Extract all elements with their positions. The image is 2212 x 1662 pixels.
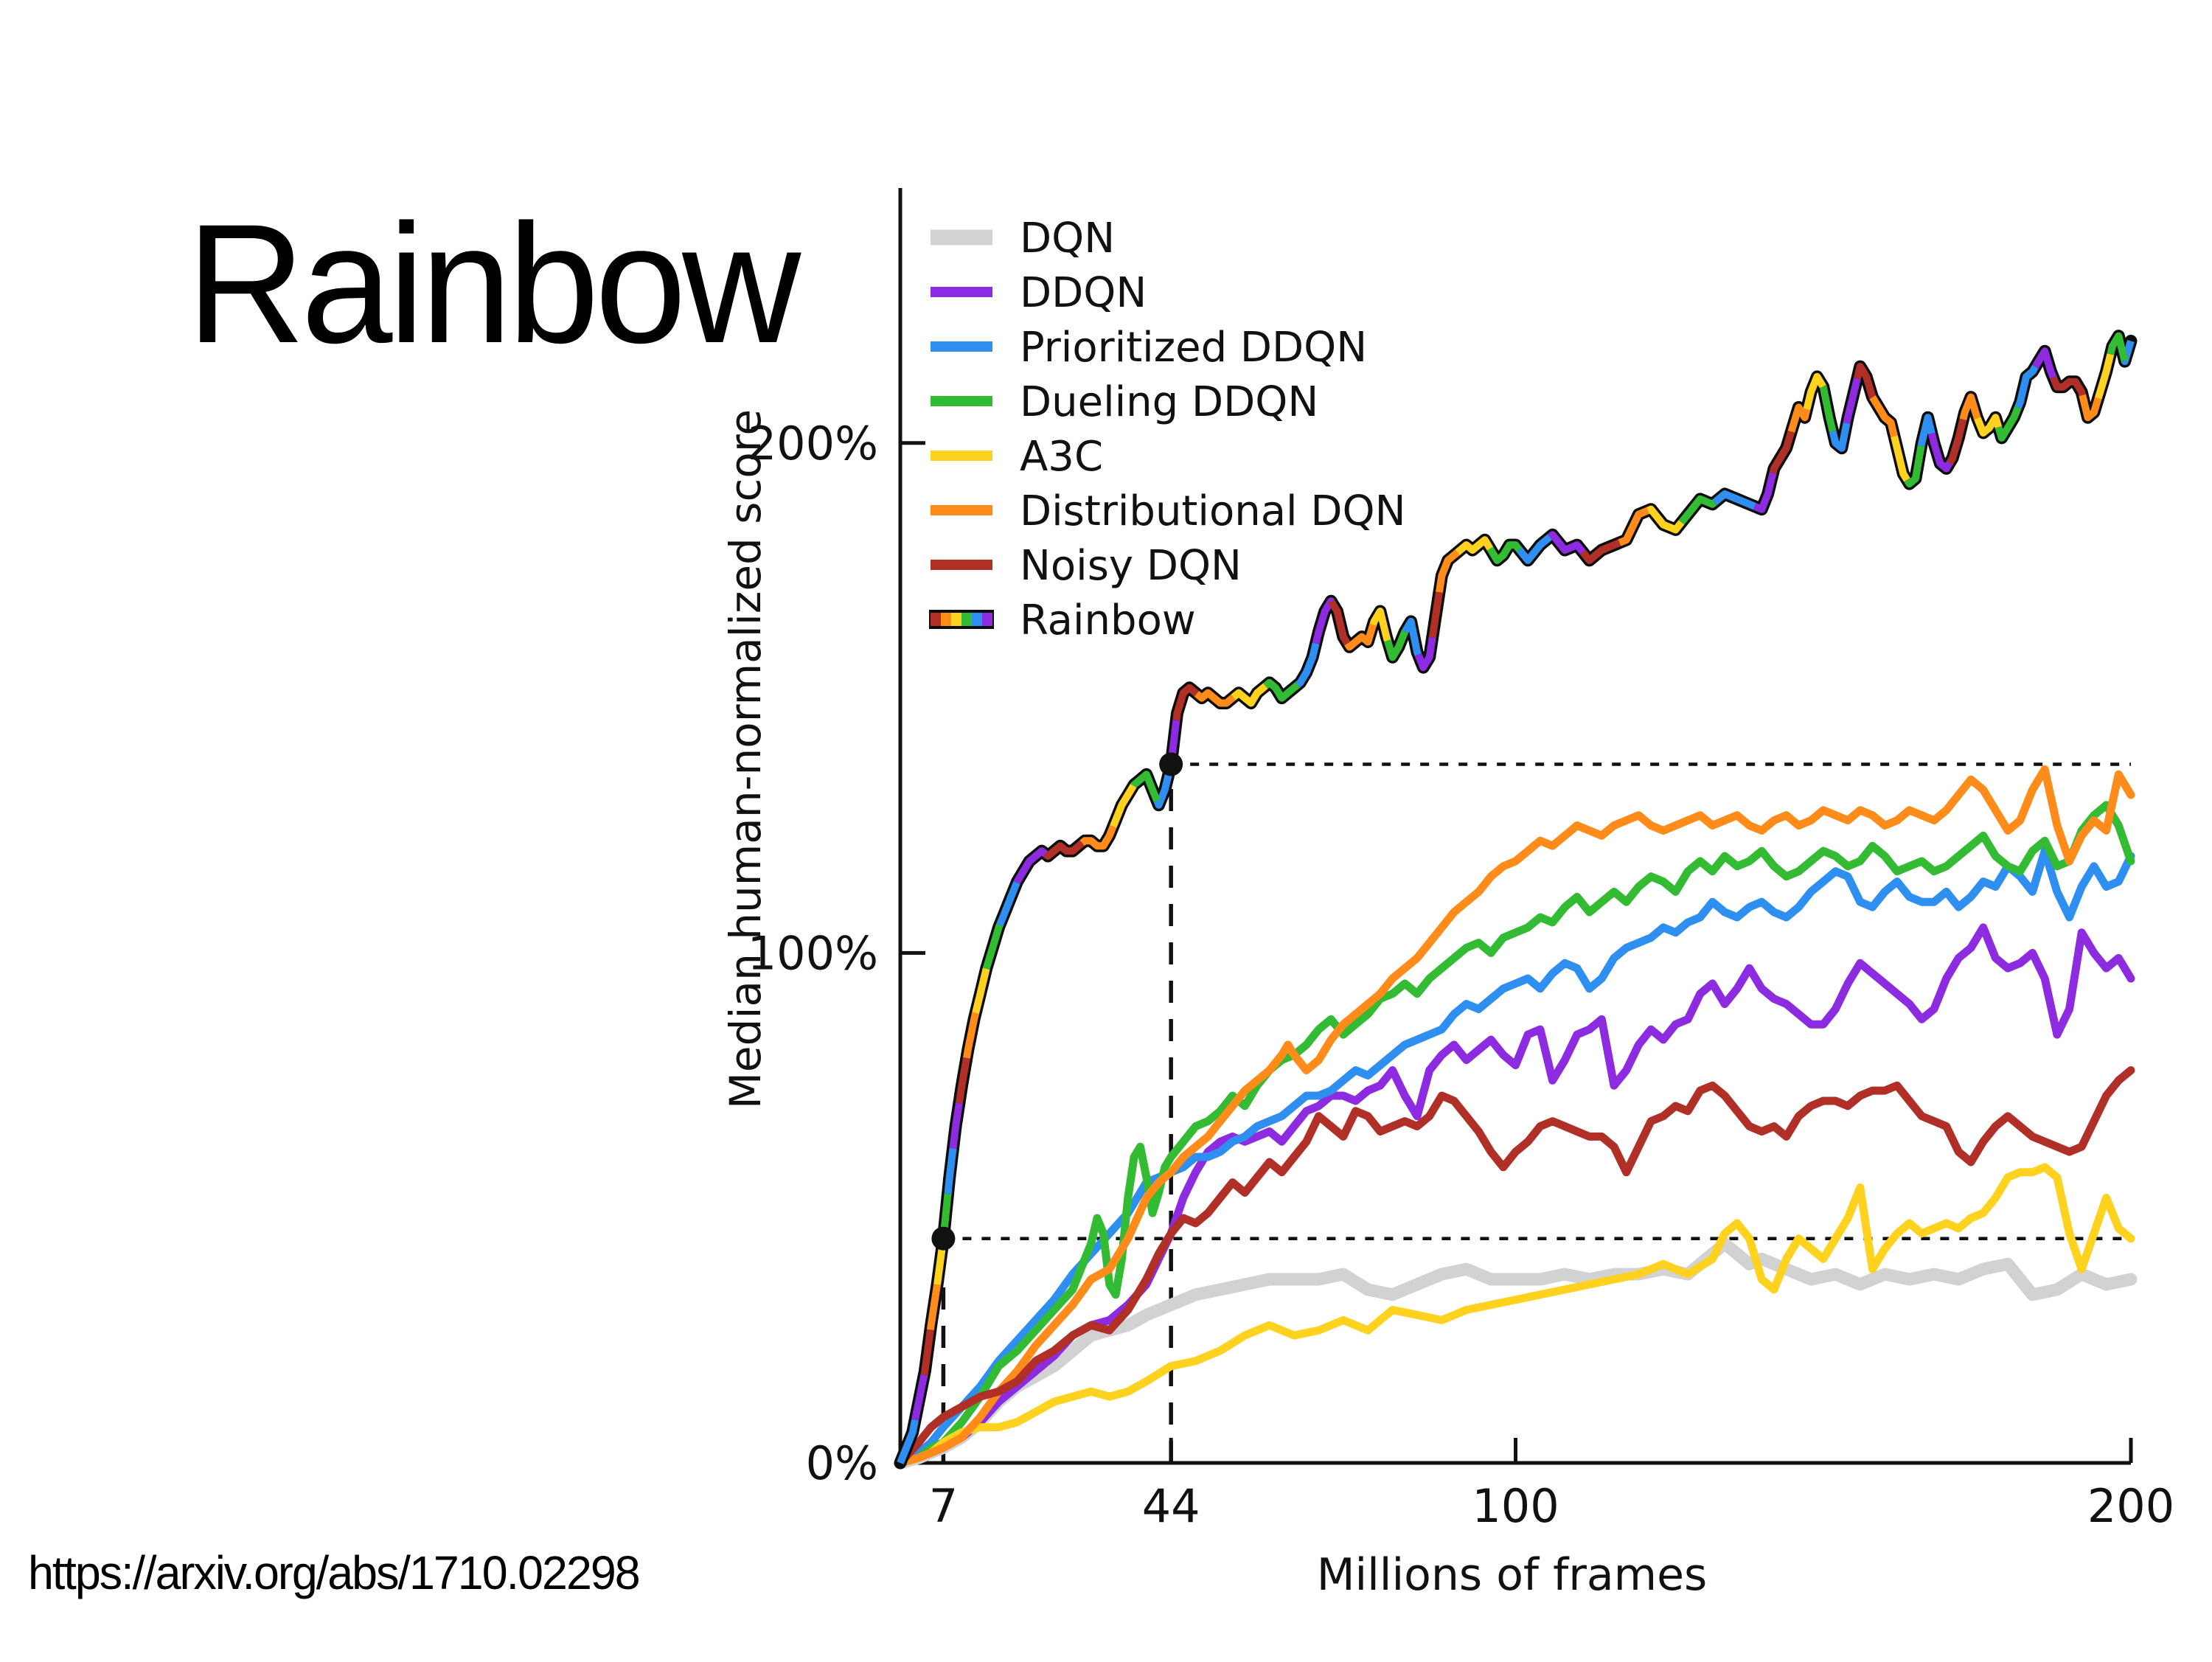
series-line-rainbow-segment-1 [897, 332, 2135, 1464]
legend-label-prioritized-ddqn: Prioritized DDQN [1020, 324, 1367, 372]
x-axis-label: Millions of frames [1317, 1549, 1708, 1601]
legend-swatch-rainbow-seg-5 [982, 613, 992, 626]
legend-label-ddqn: DDQN [1020, 269, 1147, 317]
legend-label-distributional-dqn: Distributional DQN [1020, 487, 1405, 535]
legend-swatch-ddqn [931, 287, 992, 297]
y-tick-label-0: 0% [806, 1436, 878, 1490]
legend-swatch-rainbow-seg-4 [972, 613, 982, 626]
annotation-dot-7m [931, 1226, 956, 1251]
legend-label-rainbow: Rainbow [1020, 597, 1196, 644]
legend-swatch-dueling-ddqn [931, 396, 992, 406]
y-tick-label-200: 200% [748, 417, 878, 470]
annotation-dot-44m [1159, 752, 1183, 776]
legend-label-noisy-dqn: Noisy DQN [1020, 542, 1242, 590]
series-line-ddqn [896, 923, 2135, 1467]
x-tick-label-200: 200 [2087, 1479, 2174, 1533]
series-line-rainbow-segment-3 [897, 332, 2135, 1464]
series-line-distributional-dqn [896, 765, 2135, 1467]
legend-swatch-distributional-dqn [931, 505, 992, 515]
y-axis-label: Median human-normalized score [720, 409, 771, 1109]
x-tick-label-100: 100 [1472, 1479, 1559, 1533]
series-line-dueling-ddqn [896, 801, 2135, 1467]
legend-swatch-rainbow-seg-0 [931, 613, 941, 626]
legend-label-dqn: DQN [1020, 215, 1115, 262]
legend-swatch-rainbow-seg-2 [951, 613, 961, 626]
legend-swatch-a3c [931, 451, 992, 461]
series-line-noisy-dqn [896, 1066, 2135, 1467]
series-line-dqn [894, 1237, 2138, 1470]
legend-label-dueling-ddqn: Dueling DDQN [1020, 378, 1318, 426]
legend-swatch-dqn [931, 229, 992, 246]
legend-swatch-noisy-dqn [931, 560, 992, 570]
x-tick-label-7: 7 [929, 1479, 958, 1533]
series-line-a3c [896, 1163, 2135, 1467]
arxiv-source-link[interactable]: https://arxiv.org/abs/1710.02298 [28, 1546, 641, 1599]
legend-swatch-rainbow-seg-1 [941, 613, 951, 626]
slide-title: Rainbow [187, 189, 801, 378]
legend-label-a3c: A3C [1020, 433, 1103, 481]
y-tick-label-100: 100% [748, 926, 878, 980]
legend-swatch-prioritized-ddqn [931, 341, 992, 352]
x-tick-label-44: 44 [1142, 1479, 1200, 1533]
legend-swatch-rainbow-seg-3 [961, 613, 972, 626]
